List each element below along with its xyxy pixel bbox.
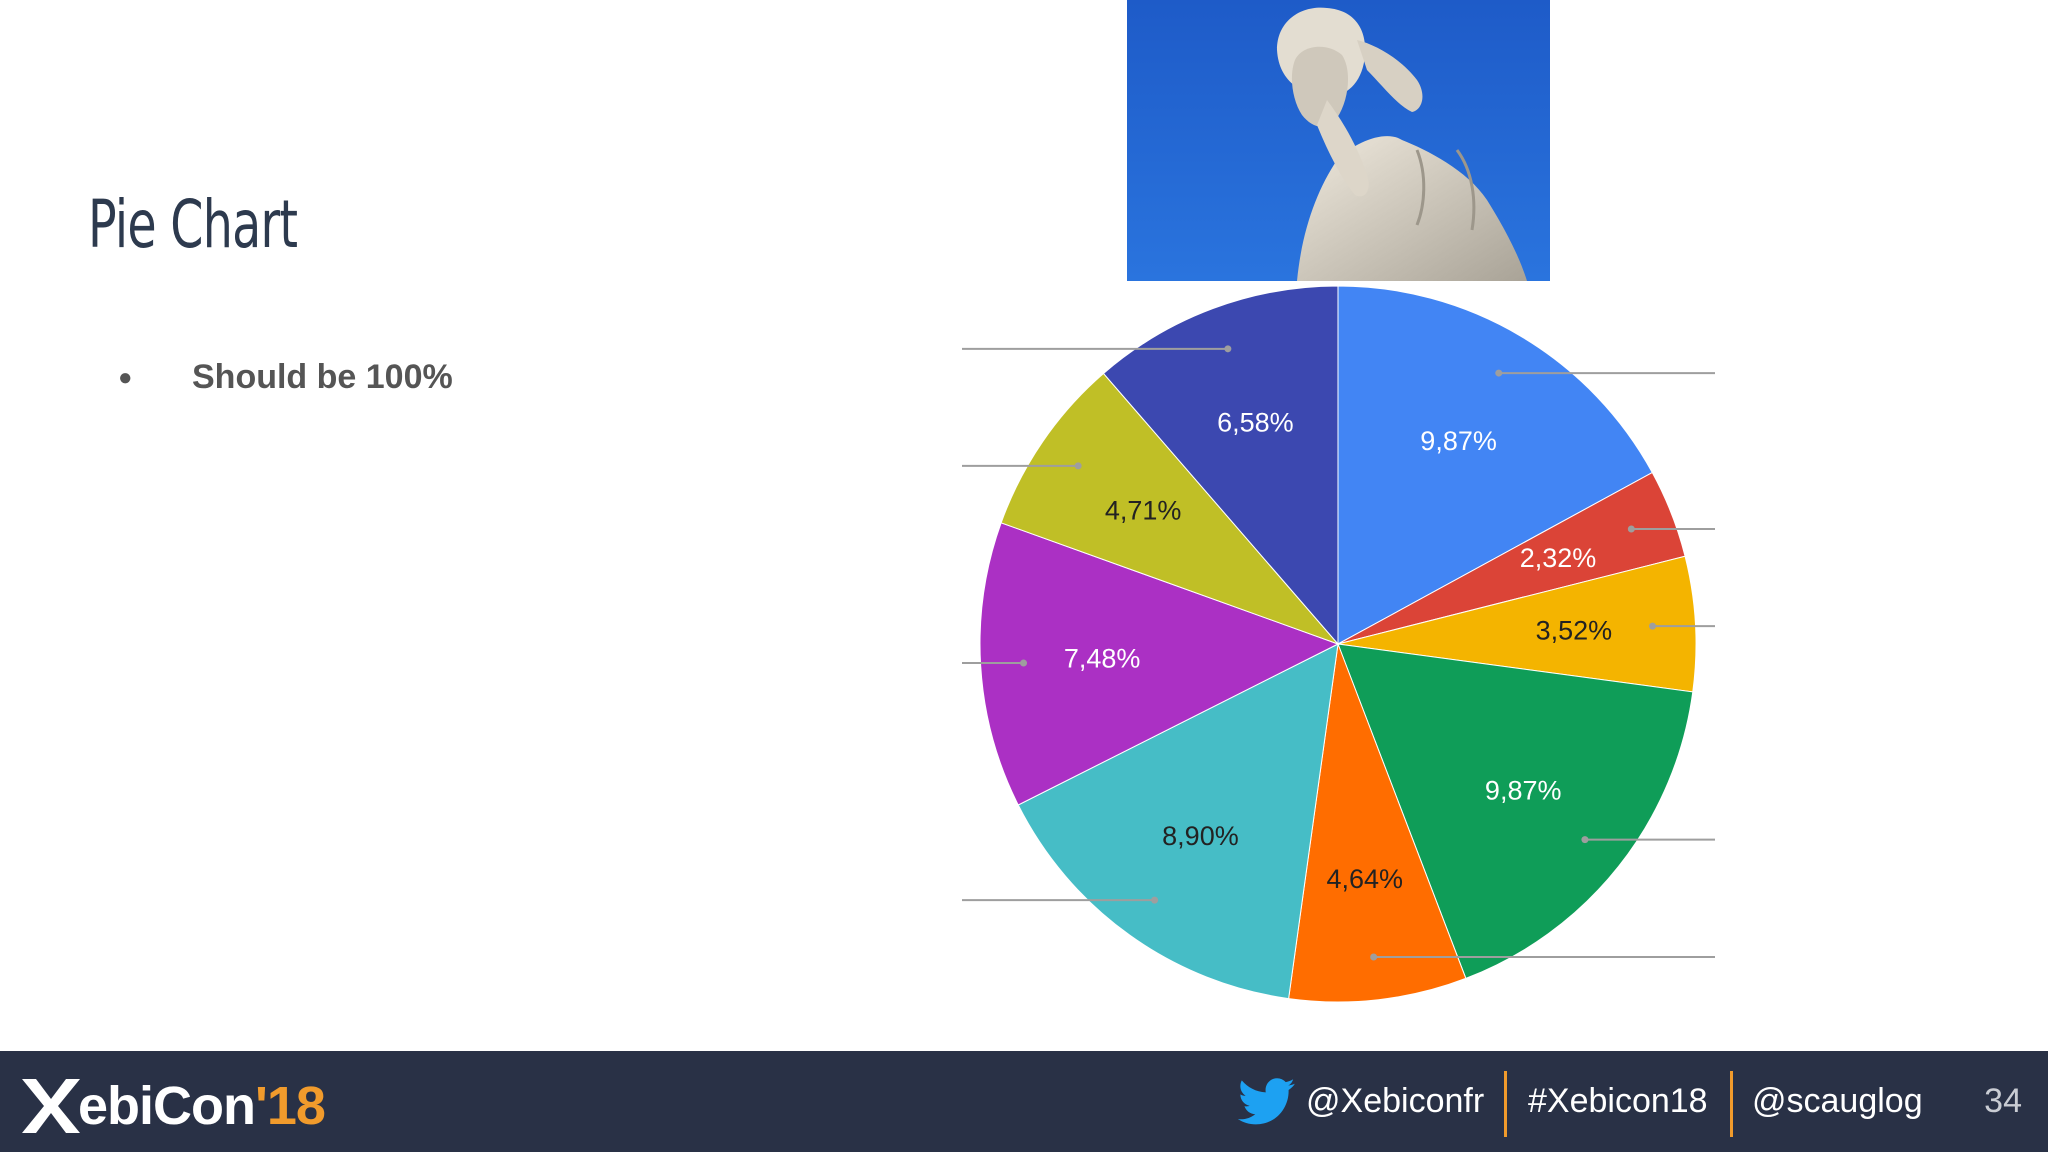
pie-slice [1337,643,1694,980]
logo-year-text: '18 [255,1076,326,1136]
leader-dot [1151,896,1159,904]
pie-slice [979,522,1340,806]
page-number: 34 [1984,1082,2022,1120]
pie-value-label: 9,87% [1485,776,1562,806]
pie-value-label: 4,71% [1105,495,1182,525]
leader-dot [1074,462,1082,470]
pie-value-label: 9,87% [1420,426,1497,456]
pie-chart: 9,87% 2,32% 3,52% 9,87% 4,64% 8,90% 7,48% 4,71%… [962,285,1715,1003]
pie-value-label: 7,48% [1064,643,1141,673]
leader-dot [1495,369,1503,377]
bullet-dot: ● [118,363,133,391]
leader-dot [1627,525,1635,533]
pie-value-label: 6,58% [1217,408,1294,438]
twitter-handle: @Xebiconfr [1306,1082,1485,1120]
hashtag-group: #Xebicon18 [1528,1051,1708,1152]
xebicon-logo: ebiCon '18 [20,1075,326,1137]
slide-title: Pie Chart [88,186,298,263]
speaker-handle: @scauglog [1752,1082,1923,1120]
pie-value-label: 2,32% [1520,543,1597,573]
speaker-group: @scauglog [1752,1051,1923,1152]
leader-dot [1370,953,1378,961]
logo-brand-text: ebiCon [78,1076,256,1136]
leader-dot [1224,345,1232,353]
footer-divider [1504,1071,1507,1137]
pie-slice [1288,643,1467,1003]
hashtag-text: #Xebicon18 [1528,1082,1708,1120]
facepalm-statue-photo [1127,0,1550,281]
pie-slice [1102,285,1339,646]
footer-divider [1730,1071,1733,1137]
pie-value-label: 4,64% [1326,864,1403,894]
pie-slice [1337,555,1697,693]
leader-dot [1020,659,1028,667]
pie-slice [1337,285,1653,645]
footer-bar: ebiCon '18 @Xebiconfr #Xebicon18 @scaugl… [0,1051,2048,1152]
pie-value-label: 3,52% [1536,616,1613,646]
bullet-text: Should be 100% [192,358,453,396]
bullet-item: ● Should be 100% [118,358,453,397]
twitter-bird-icon [1238,1077,1295,1124]
logo-x-mark [22,1079,80,1133]
leader-dot [1649,622,1657,630]
twitter-group: @Xebiconfr [1238,1051,1484,1152]
pie-slice [1017,643,1339,1000]
pie-slice [1000,372,1340,646]
leader-dot [1581,836,1589,844]
pie-value-label: 8,90% [1162,821,1239,851]
